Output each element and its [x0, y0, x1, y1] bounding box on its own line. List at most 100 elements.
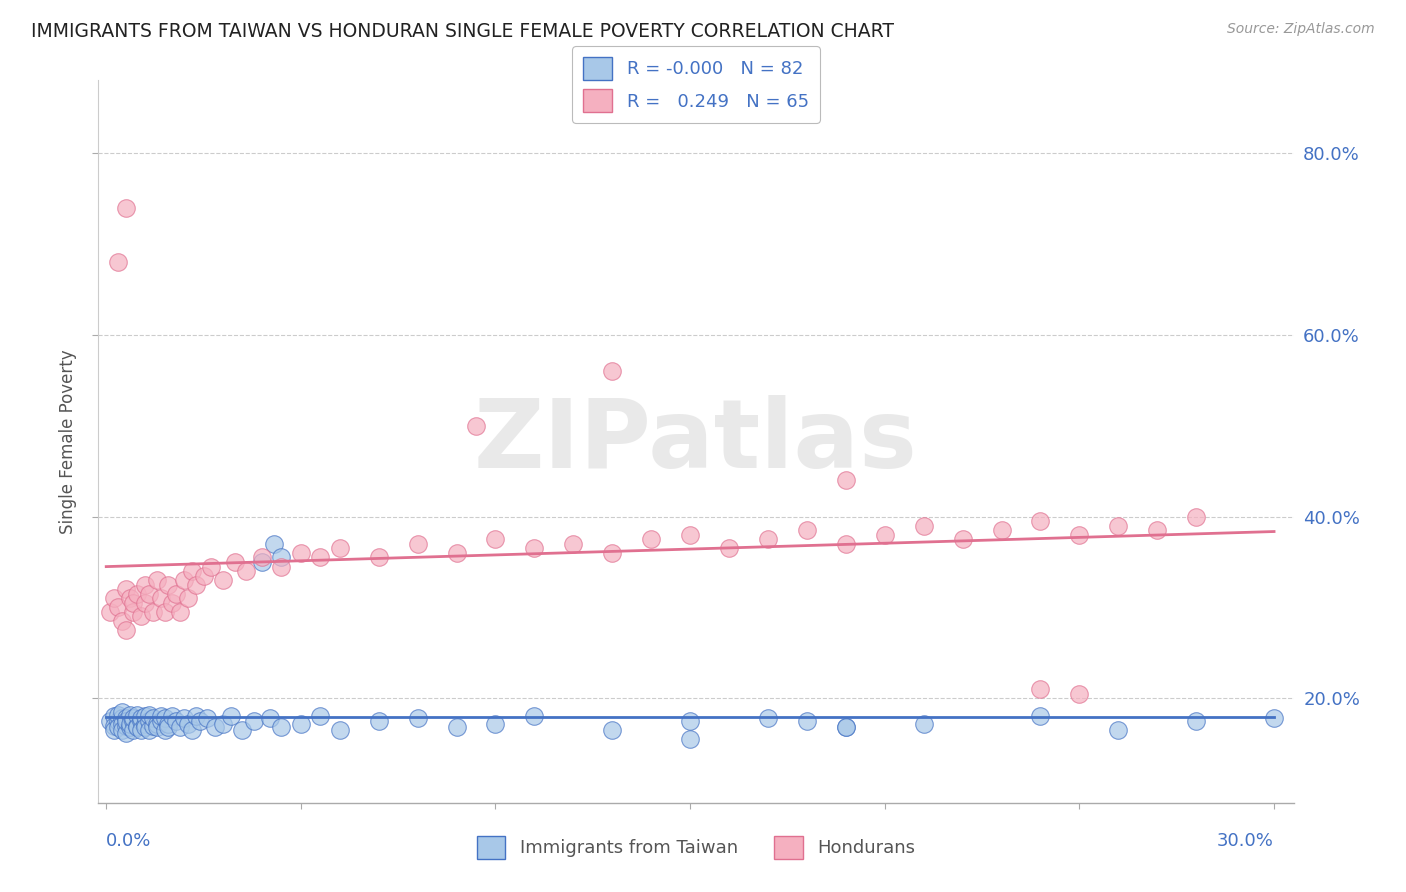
Point	[263, 537, 285, 551]
Point	[138, 723, 160, 737]
Point	[1263, 711, 1285, 725]
Point	[952, 533, 974, 547]
Point	[1029, 682, 1052, 697]
Point	[600, 364, 623, 378]
Point	[146, 716, 169, 731]
Point	[796, 523, 818, 537]
Point	[465, 418, 488, 433]
Point	[146, 573, 169, 587]
Point	[118, 591, 141, 606]
Point	[406, 537, 429, 551]
Point	[484, 716, 506, 731]
Point	[177, 591, 200, 606]
Point	[114, 714, 136, 728]
Point	[1029, 514, 1052, 528]
Point	[835, 720, 858, 734]
Point	[111, 716, 134, 731]
Point	[157, 577, 180, 591]
Text: ZIPatlas: ZIPatlas	[474, 395, 918, 488]
Point	[290, 546, 312, 560]
Point	[114, 718, 136, 732]
Text: 0.0%: 0.0%	[107, 831, 152, 850]
Point	[127, 718, 149, 732]
Point	[134, 577, 156, 591]
Point	[367, 714, 389, 728]
Point	[212, 716, 235, 731]
Point	[290, 716, 312, 731]
Point	[114, 582, 136, 597]
Text: 30.0%: 30.0%	[1218, 831, 1274, 850]
Point	[756, 533, 779, 547]
Point	[270, 559, 292, 574]
Point	[107, 600, 129, 615]
Point	[679, 527, 702, 541]
Point	[446, 546, 468, 560]
Point	[484, 533, 506, 547]
Point	[149, 714, 172, 728]
Point	[250, 555, 273, 569]
Point	[184, 577, 207, 591]
Point	[114, 711, 136, 725]
Point	[162, 709, 184, 723]
Point	[309, 550, 332, 565]
Point	[118, 720, 141, 734]
Point	[173, 573, 195, 587]
Point	[107, 714, 129, 728]
Text: Source: ZipAtlas.com: Source: ZipAtlas.com	[1227, 22, 1375, 37]
Point	[796, 714, 818, 728]
Point	[235, 564, 257, 578]
Point	[912, 518, 935, 533]
Point	[107, 707, 129, 722]
Point	[1107, 723, 1129, 737]
Point	[523, 541, 546, 556]
Point	[193, 568, 215, 582]
Point	[718, 541, 741, 556]
Y-axis label: Single Female Poverty: Single Female Poverty	[59, 350, 77, 533]
Point	[111, 723, 134, 737]
Point	[153, 711, 176, 725]
Point	[912, 716, 935, 731]
Point	[127, 720, 149, 734]
Point	[873, 527, 896, 541]
Point	[134, 716, 156, 731]
Point	[224, 555, 246, 569]
Point	[1146, 523, 1168, 537]
Point	[1185, 509, 1208, 524]
Point	[188, 714, 211, 728]
Point	[367, 550, 389, 565]
Point	[114, 201, 136, 215]
Point	[406, 711, 429, 725]
Point	[138, 587, 160, 601]
Point	[640, 533, 662, 547]
Point	[122, 596, 145, 610]
Point	[169, 605, 191, 619]
Point	[127, 707, 149, 722]
Point	[173, 711, 195, 725]
Point	[329, 723, 352, 737]
Point	[127, 587, 149, 601]
Point	[142, 711, 165, 725]
Point	[1069, 527, 1091, 541]
Point	[129, 609, 152, 624]
Point	[679, 732, 702, 747]
Point	[200, 559, 222, 574]
Point	[231, 723, 253, 737]
Point	[111, 711, 134, 725]
Point	[134, 709, 156, 723]
Point	[600, 546, 623, 560]
Point	[153, 605, 176, 619]
Point	[184, 709, 207, 723]
Point	[122, 711, 145, 725]
Point	[157, 716, 180, 731]
Point	[103, 709, 125, 723]
Point	[835, 537, 858, 551]
Point	[103, 718, 125, 732]
Point	[103, 591, 125, 606]
Point	[122, 605, 145, 619]
Point	[679, 714, 702, 728]
Point	[180, 564, 202, 578]
Point	[562, 537, 585, 551]
Point	[111, 614, 134, 628]
Point	[122, 714, 145, 728]
Point	[219, 709, 242, 723]
